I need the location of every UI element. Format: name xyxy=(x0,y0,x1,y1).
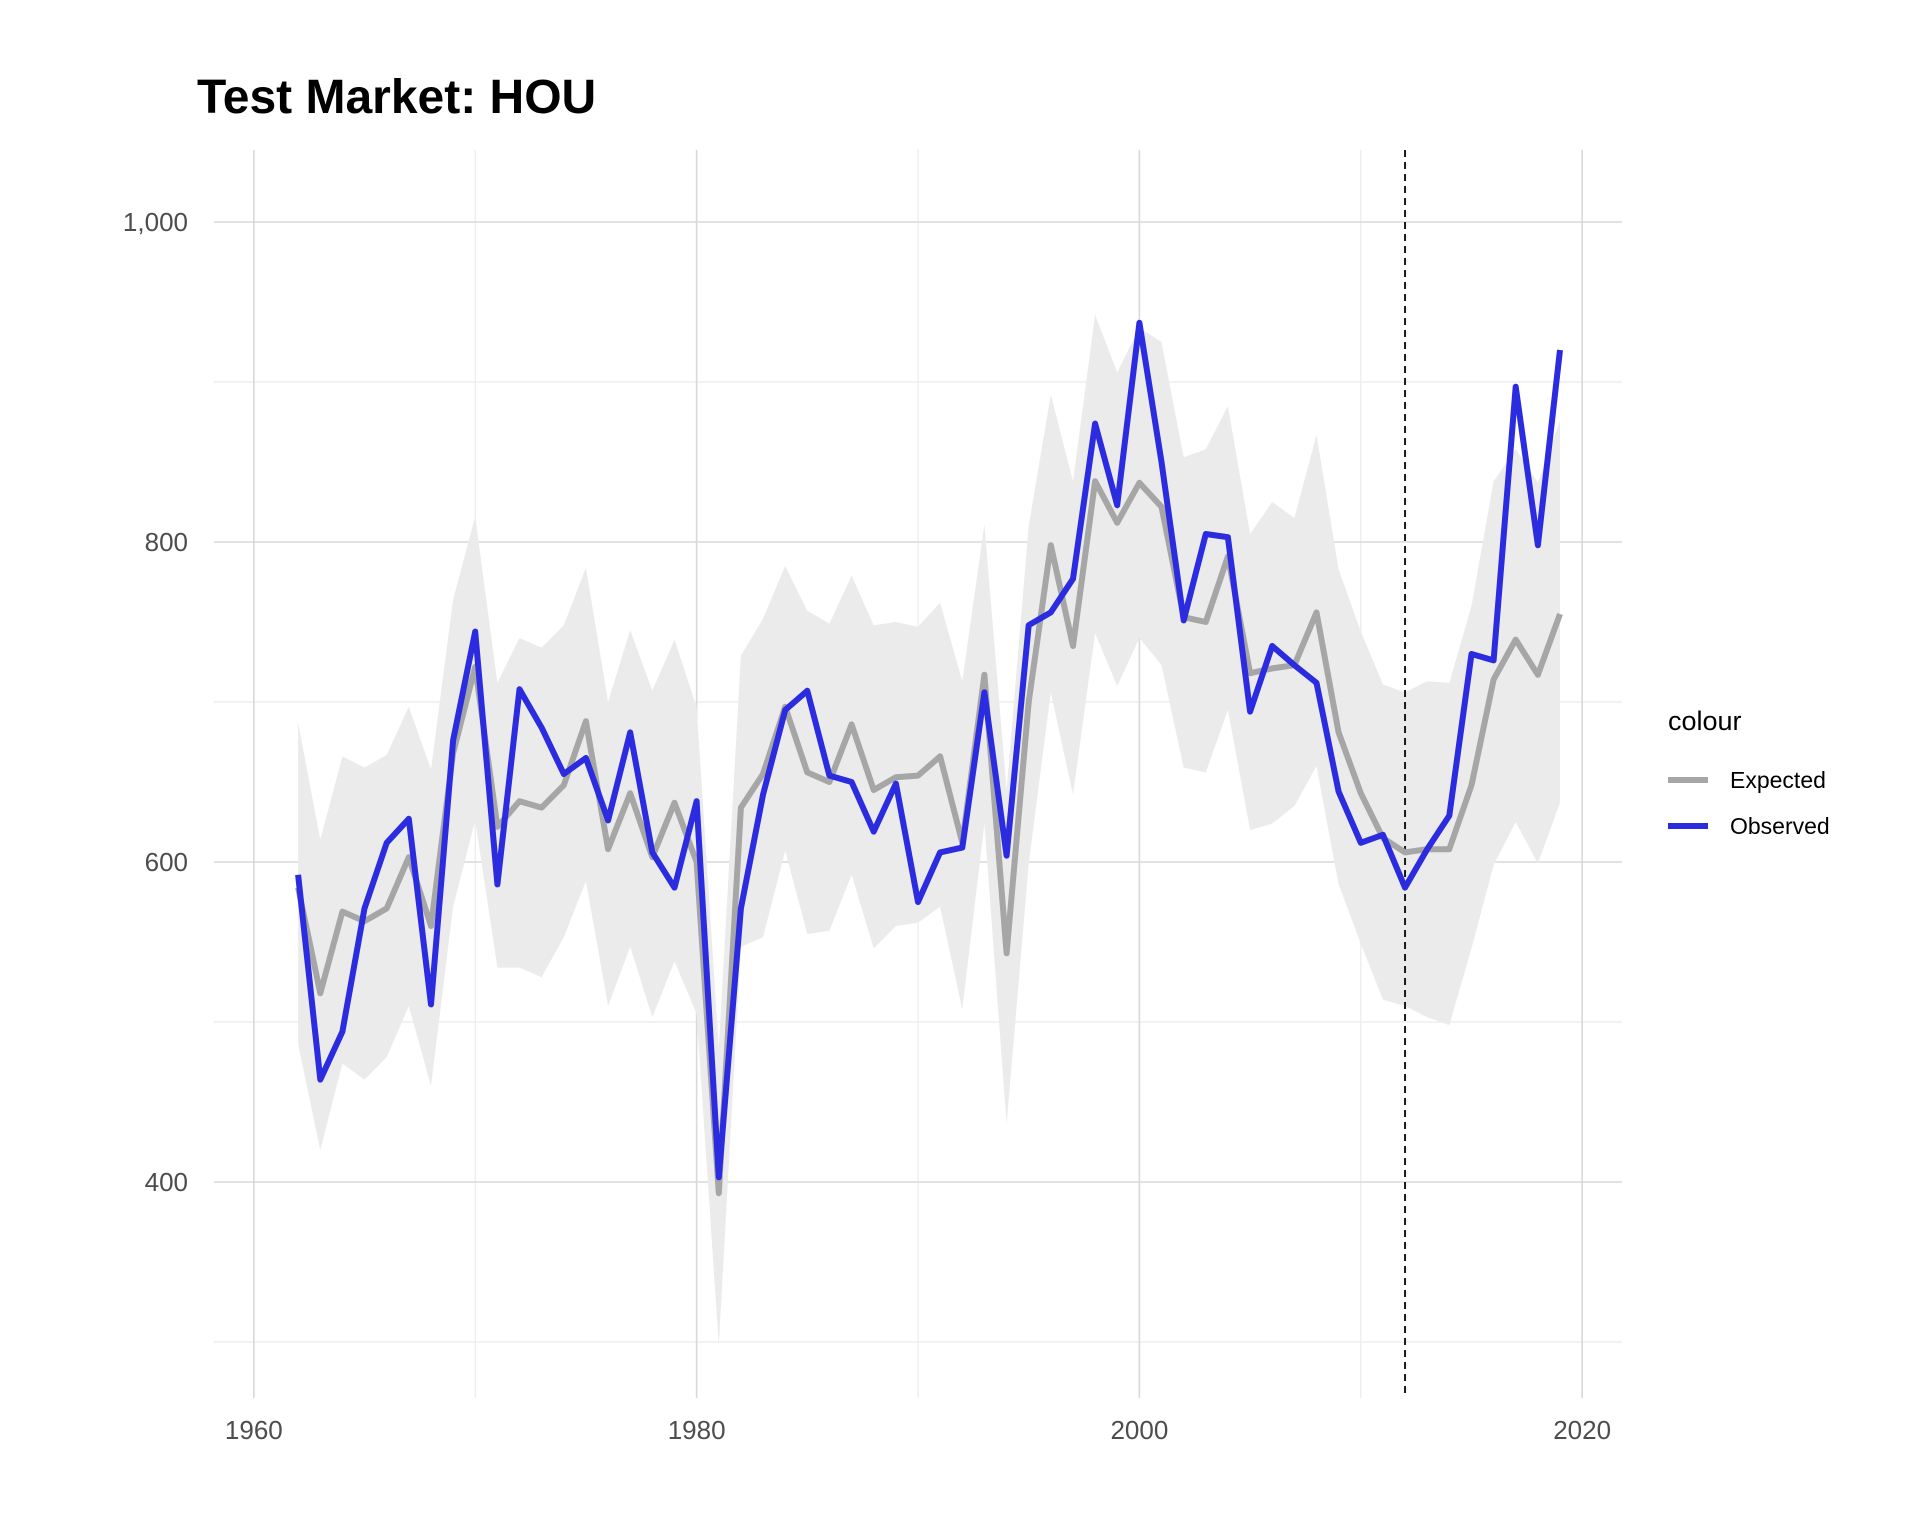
legend: colour Expected Observed xyxy=(1668,706,1830,849)
confidence-band xyxy=(298,314,1561,1346)
legend-key-expected xyxy=(1668,777,1708,783)
series-lines xyxy=(295,319,1563,1197)
legend-label-expected: Expected xyxy=(1730,766,1826,793)
series-line-expected xyxy=(295,478,1563,1197)
x-tick-label: 2020 xyxy=(1553,1415,1611,1445)
x-tick-label: 2000 xyxy=(1110,1415,1168,1445)
legend-item-expected: Expected xyxy=(1668,757,1830,803)
legend-key-observed xyxy=(1668,823,1708,829)
y-tick-label: 1,000 xyxy=(123,207,188,237)
series-line-observed xyxy=(295,319,1563,1181)
legend-item-observed: Observed xyxy=(1668,803,1830,849)
legend-title: colour xyxy=(1668,706,1742,736)
confidence-ribbon xyxy=(298,314,1561,1346)
y-tick-label: 600 xyxy=(145,847,188,877)
x-tick-label: 1960 xyxy=(225,1415,283,1445)
chart-title: Test Market: HOU xyxy=(197,71,597,124)
axis-tick-labels: 400 600 800 1,000 1960 1980 2000 2020 xyxy=(123,207,1611,1445)
legend-label-observed: Observed xyxy=(1730,812,1830,839)
x-tick-label: 1980 xyxy=(668,1415,726,1445)
y-tick-label: 800 xyxy=(145,527,188,557)
y-tick-label: 400 xyxy=(145,1167,188,1197)
